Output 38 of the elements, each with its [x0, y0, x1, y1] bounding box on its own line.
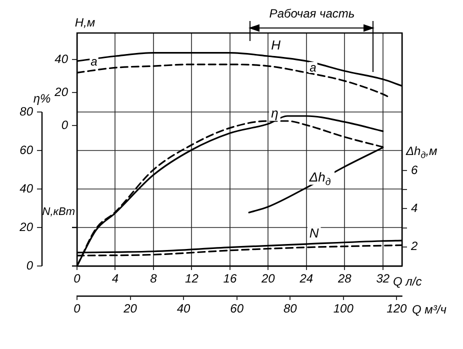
y-axis-title: η% [33, 91, 51, 106]
series-label: N [309, 226, 320, 241]
x-tick-label: 24 [298, 272, 314, 286]
y2-tick-label: 6 [411, 162, 418, 177]
y3-tick-label: 20 [54, 84, 68, 99]
x2-axis-title: Q м³/ч [412, 302, 446, 316]
annotation: а [90, 54, 98, 68]
x-tick-label: 20 [260, 272, 276, 286]
x-tick-label: 32 [376, 272, 390, 286]
x2-tick-label: 80 [283, 302, 298, 316]
y2-tick-label: 4 [411, 201, 418, 216]
series-label: η [271, 106, 278, 120]
y3-tick-label: 40 [54, 52, 68, 66]
x2-tick-label: 60 [230, 302, 244, 316]
y-tick-label: 20 [18, 220, 34, 234]
x2-tick-label: 40 [176, 302, 191, 316]
x2-tick-label: 0 [74, 302, 81, 316]
y-tick-label: 40 [20, 181, 34, 196]
x-tick-label: 28 [336, 272, 352, 286]
y3-tick-label: 0 [61, 118, 68, 132]
text: Рабочая часть [269, 6, 355, 20]
series-label: H [271, 38, 282, 53]
x2-tick-label: 120 [386, 302, 408, 316]
y-tick-label: 0 [26, 258, 34, 272]
annotation: а [310, 60, 317, 74]
x-axis-title: Q л/с [393, 274, 422, 288]
y-tick-label: 80 [20, 104, 34, 118]
y-tick-label: 60 [20, 142, 34, 157]
text: N,кВт [42, 206, 76, 218]
x2-tick-label: 100 [333, 302, 354, 316]
x2-tick-label: 20 [122, 302, 138, 316]
x-tick-label: 12 [185, 272, 199, 286]
y3-axis-title: Н,м [74, 15, 96, 30]
y2-tick-label: 2 [410, 239, 418, 254]
x-tick-label: 16 [223, 272, 237, 286]
x-tick-label: 4 [112, 272, 119, 286]
x-tick-label: 0 [74, 272, 81, 286]
x-tick-label: 8 [150, 272, 158, 286]
